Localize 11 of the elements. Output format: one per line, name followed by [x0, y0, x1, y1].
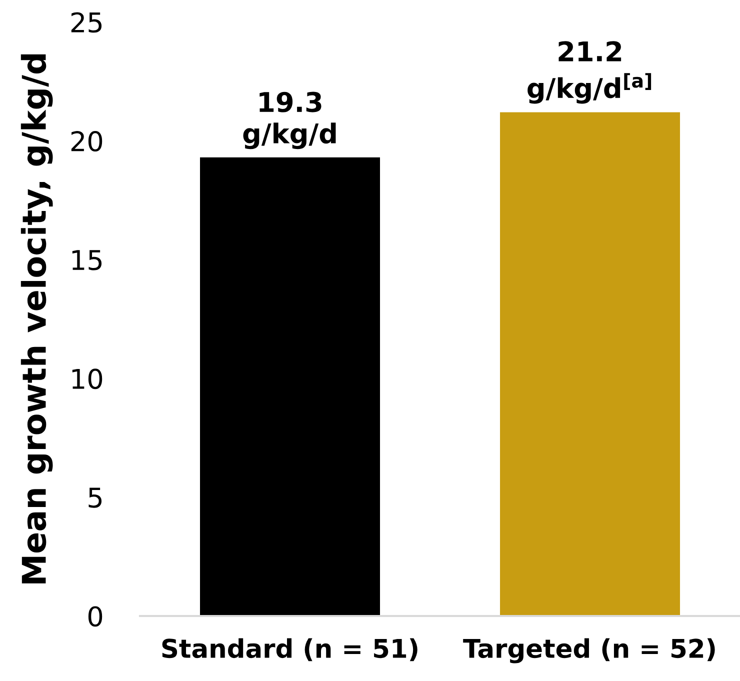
y-axis-title: Mean growth velocity, g/kg/d — [20, 54, 53, 584]
y-tick-label: 5 — [88, 488, 102, 508]
data-label: 21.2 g/kg/d$^{[a]}$ — [528, 41, 652, 104]
y-tick-label: 15 — [72, 250, 102, 270]
y-tick-label: 20 — [71, 130, 102, 152]
y-tick-label: 10 — [72, 368, 102, 390]
y-tick-label: 25 — [71, 12, 102, 33]
x-tick-label: Targeted (n = 52) — [463, 638, 715, 664]
data-label: 19.3 g/kg/d — [243, 92, 336, 150]
y-tick-label: 0 — [88, 606, 102, 627]
x-tick-label: Standard (n = 51) — [162, 638, 418, 662]
